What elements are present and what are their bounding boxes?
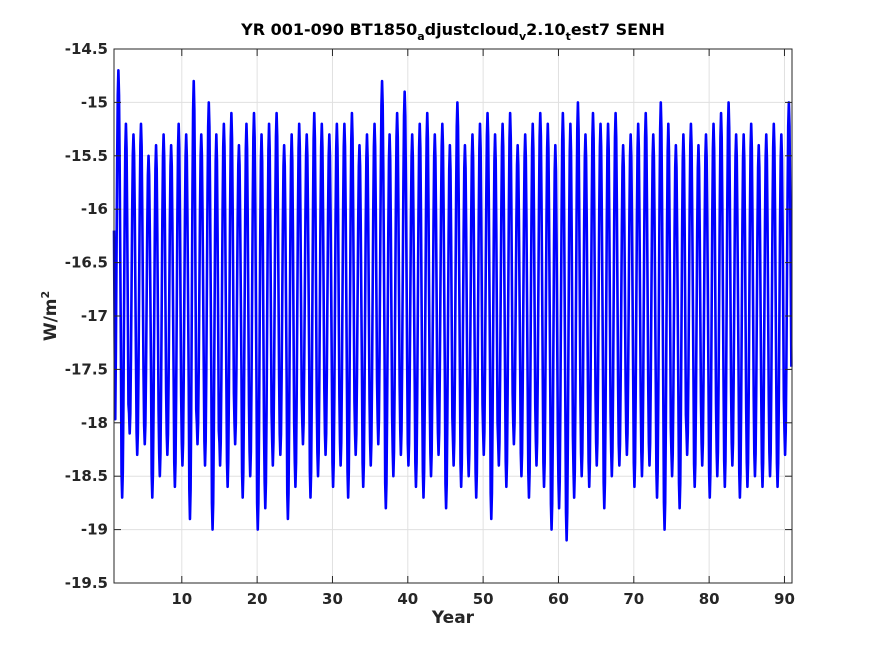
y-tick-label: -19 bbox=[81, 521, 108, 539]
x-tick-label: 30 bbox=[322, 590, 343, 608]
x-tick-label: 10 bbox=[171, 590, 192, 608]
y-tick-label: -15.5 bbox=[65, 147, 108, 165]
y-axis-label-base: W/m bbox=[41, 298, 61, 341]
chart-title: YR 001-090 BT1850adjustcloudv2.10test7 S… bbox=[240, 20, 665, 43]
y-tick-label: -16.5 bbox=[65, 254, 108, 272]
x-tick-label: 20 bbox=[247, 590, 268, 608]
series-group bbox=[112, 69, 793, 542]
ticks: 10 20 30 40 50 60 70 80 90 -14.5 -15 -15.5 -16 -16.5 -… bbox=[65, 40, 795, 608]
x-axis-label: Year bbox=[431, 608, 475, 628]
x-tick-label: 50 bbox=[473, 590, 494, 608]
title-mid-1: djustcloud bbox=[425, 20, 519, 39]
y-axis-label-sup: 2 bbox=[39, 291, 52, 299]
y-tick-label: -16 bbox=[81, 200, 108, 218]
y-tick-label: -18 bbox=[81, 414, 108, 432]
title-end: est7 SENH bbox=[571, 20, 665, 39]
y-tick-label: -14.5 bbox=[65, 40, 108, 58]
x-tick-label: 80 bbox=[699, 590, 720, 608]
y-axis-label: W/m2 bbox=[39, 291, 61, 341]
title-sub-2: v bbox=[519, 30, 527, 43]
x-tick-label: 40 bbox=[397, 590, 418, 608]
x-tick-label: 90 bbox=[774, 590, 795, 608]
x-tick-label: 60 bbox=[548, 590, 569, 608]
title-sub-3: t bbox=[566, 30, 571, 43]
title-sub-1: a bbox=[417, 30, 424, 43]
series-line bbox=[112, 69, 793, 542]
y-tick-label: -18.5 bbox=[65, 467, 108, 485]
y-tick-label: -17.5 bbox=[65, 360, 108, 378]
y-tick-label: -19.5 bbox=[65, 574, 108, 592]
x-tick-label: 70 bbox=[623, 590, 644, 608]
y-tick-label: -15 bbox=[81, 93, 108, 111]
title-main: YR 001-090 BT1850 bbox=[240, 20, 417, 39]
title-mid-2: 2.10 bbox=[526, 20, 565, 39]
y-tick-label: -17 bbox=[81, 307, 108, 325]
